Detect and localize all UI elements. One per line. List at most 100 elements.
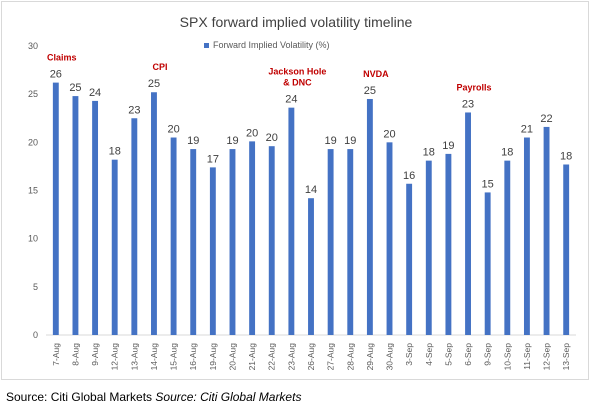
data-label: 20	[383, 128, 395, 140]
x-tick-label: 22-Aug	[267, 343, 277, 371]
bar	[465, 112, 471, 335]
data-label: 18	[501, 147, 513, 159]
data-label: 23	[462, 98, 474, 110]
y-tick-label: 10	[28, 234, 38, 244]
bar	[523, 137, 530, 335]
bar	[484, 192, 491, 335]
y-tick-label: 5	[33, 282, 38, 292]
bar	[229, 149, 236, 335]
data-label: 19	[226, 135, 238, 147]
x-tick-label: 9-Sep	[483, 343, 493, 366]
data-label: 18	[109, 146, 121, 158]
x-tick-label: 3-Sep	[404, 343, 414, 366]
data-label: 25	[364, 85, 376, 97]
x-tick-label: 19-Aug	[208, 343, 218, 371]
bar	[347, 149, 354, 335]
bar	[327, 149, 334, 335]
source-italic: Source: Citi Global Markets	[155, 390, 302, 404]
chart-frame	[1, 1, 589, 380]
data-label: 19	[344, 135, 356, 147]
y-tick-label: 30	[28, 41, 38, 51]
data-label: 18	[423, 147, 435, 159]
bar	[425, 160, 432, 335]
data-label: 23	[128, 104, 140, 116]
bar	[151, 92, 157, 336]
data-label: 25	[69, 82, 81, 94]
x-tick-label: 15-Aug	[169, 343, 179, 371]
bar	[209, 167, 216, 335]
bar	[268, 146, 275, 335]
x-tick-label: 20-Aug	[227, 343, 237, 371]
x-tick-label: 14-Aug	[149, 343, 159, 371]
data-label: 21	[521, 124, 533, 136]
x-tick-label: 6-Sep	[463, 343, 473, 366]
bar	[72, 96, 79, 336]
annotation-label: NVDA	[363, 69, 389, 79]
x-tick-label: 13-Aug	[129, 343, 139, 371]
data-label: 18	[560, 150, 572, 162]
legend-swatch	[204, 42, 209, 48]
bar	[92, 100, 99, 335]
data-label: 26	[50, 69, 62, 81]
bar	[170, 137, 177, 335]
data-label: 25	[148, 78, 160, 90]
x-tick-label: 23-Aug	[286, 343, 296, 371]
data-label: 17	[207, 153, 219, 165]
source-note: Source: Citi Global Markets Source: Citi…	[6, 390, 301, 404]
bar	[249, 141, 256, 335]
x-tick-label: 21-Aug	[247, 343, 257, 371]
x-tick-label: 7-Aug	[51, 343, 61, 366]
annotation-label: Payrolls	[457, 82, 492, 92]
x-tick-label: 12-Aug	[110, 343, 120, 371]
x-tick-label: 16-Aug	[188, 343, 198, 371]
source-plain: Source: Citi Global Markets	[6, 390, 156, 404]
y-tick-label: 15	[28, 186, 38, 196]
annotation-label: & DNC	[283, 78, 312, 88]
x-tick-label: 9-Aug	[90, 343, 100, 366]
bar	[111, 159, 118, 335]
data-label: 20	[266, 132, 278, 144]
x-tick-label: 12-Sep	[542, 343, 552, 371]
bar	[563, 164, 570, 335]
annotation-label: Claims	[47, 53, 77, 63]
annotation-label: Jackson Hole	[268, 67, 326, 77]
data-label: 15	[482, 178, 494, 190]
bar	[504, 160, 511, 335]
data-label: 19	[325, 135, 337, 147]
data-label: 20	[167, 124, 179, 136]
y-tick-label: 25	[28, 89, 38, 99]
x-tick-label: 27-Aug	[326, 343, 336, 371]
data-label: 16	[403, 170, 415, 182]
bar	[445, 153, 452, 335]
data-label: 19	[187, 135, 199, 147]
annotation-label: CPI	[152, 62, 167, 72]
legend: Forward Implied Volatility (%)	[204, 40, 330, 50]
x-tick-label: 8-Aug	[70, 343, 80, 366]
data-label: 24	[89, 87, 101, 99]
y-tick-label: 20	[28, 137, 38, 147]
data-label: 14	[305, 184, 317, 196]
bar	[366, 98, 373, 335]
y-tick-label: 0	[33, 330, 38, 340]
x-tick-label: 13-Sep	[561, 343, 571, 371]
x-tick-label: 26-Aug	[306, 343, 316, 371]
chart-title: SPX forward implied volatility timeline	[179, 14, 413, 30]
x-tick-label: 10-Sep	[502, 343, 512, 371]
bar	[131, 118, 138, 335]
x-tick-label: 4-Sep	[424, 343, 434, 366]
x-tick-label: 5-Sep	[443, 343, 453, 366]
data-label: 24	[285, 94, 297, 106]
legend-label: Forward Implied Volatility (%)	[213, 40, 330, 50]
bar	[308, 198, 314, 335]
x-tick-label: 11-Sep	[522, 343, 532, 370]
x-tick-label: 29-Aug	[365, 343, 375, 371]
x-tick-label: 28-Aug	[345, 343, 355, 371]
data-label: 19	[442, 140, 454, 152]
bar	[543, 126, 550, 335]
bar	[52, 82, 59, 336]
x-tick-label: 30-Aug	[385, 343, 395, 371]
bar	[190, 149, 197, 335]
bar	[386, 142, 393, 335]
bar	[288, 107, 295, 335]
